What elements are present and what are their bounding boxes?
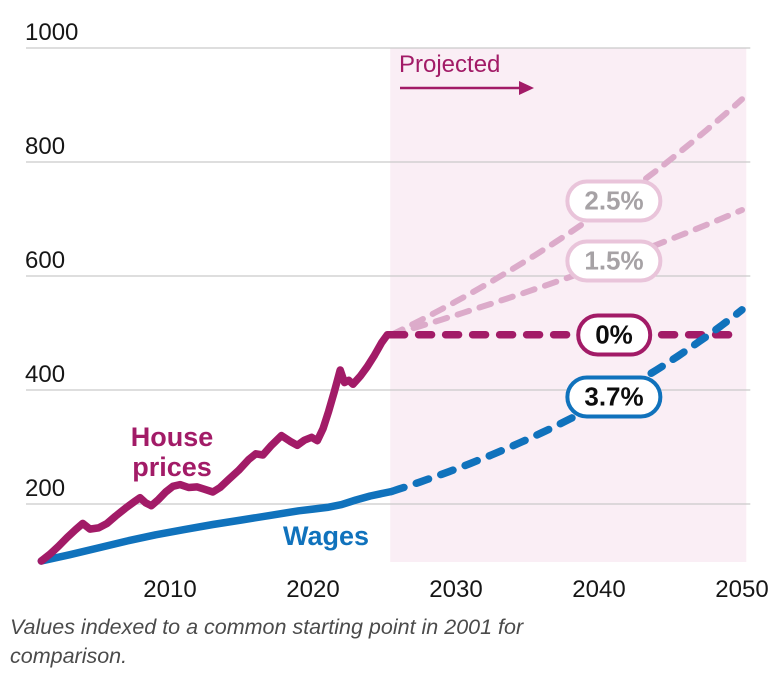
y-tick-200: 200: [25, 475, 66, 502]
line-chart-canvas: [26, 47, 751, 565]
projection-pill-0pct: 0%: [576, 313, 652, 357]
projection-shaded-region: [390, 48, 747, 562]
wages-line: [37, 487, 396, 565]
x-tick-2010: 2010: [143, 576, 197, 603]
y-tick-1000: 1000: [25, 19, 79, 46]
projection-pill-2-5pct: 2.5%: [565, 179, 663, 223]
projection-line-25: [388, 96, 745, 338]
projected-arrow-icon: [400, 81, 534, 95]
projection-line-15: [388, 207, 745, 338]
chart-footnote-line1: Values indexed to a common starting poin…: [10, 615, 524, 639]
projection-pill-1-5pct: 1.5%: [565, 239, 663, 283]
x-tick-2040: 2040: [572, 576, 626, 603]
x-tick-2020: 2020: [286, 576, 340, 603]
x-tick-2030: 2030: [429, 576, 483, 603]
projection-pill-3-7pct: 3.7%: [565, 375, 663, 419]
y-tick-800: 800: [25, 133, 66, 160]
house-prices-line: [37, 330, 396, 565]
x-tick-2050: 2050: [715, 576, 769, 603]
chart-footnote-line2: comparison.: [10, 644, 128, 668]
y-tick-600: 600: [25, 247, 66, 274]
house-prices-label: House prices: [130, 422, 214, 482]
projection-line-37: [387, 306, 746, 496]
y-tick-400: 400: [25, 361, 66, 388]
wages-label: Wages: [282, 521, 370, 551]
projected-label: Projected: [399, 51, 501, 78]
